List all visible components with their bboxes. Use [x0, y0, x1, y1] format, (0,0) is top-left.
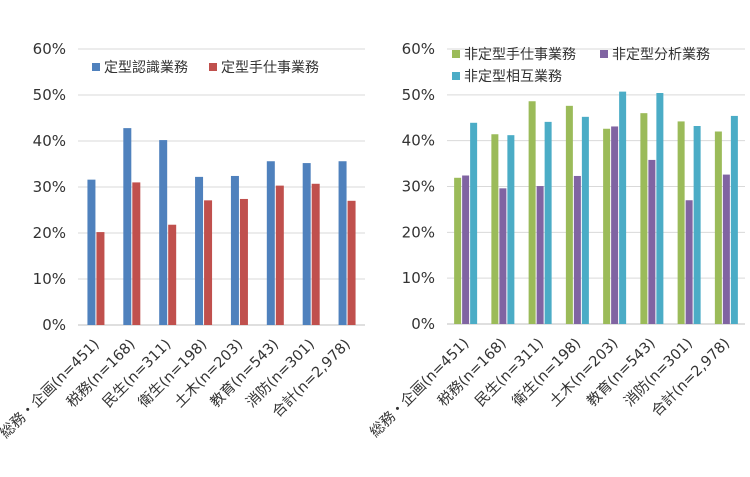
- left-bar-series1: [338, 161, 347, 325]
- left-legend-label: 定型手仕事業務: [221, 60, 319, 76]
- left-bar-series2: [347, 200, 356, 325]
- right-bar-series2: [573, 175, 581, 324]
- left-bar-series1: [87, 179, 96, 325]
- right-bar-series3: [619, 91, 627, 324]
- right-y-tick-label: 0%: [411, 315, 435, 333]
- left-bar-series2: [96, 232, 105, 325]
- right-bar-series1: [491, 134, 499, 324]
- left-legend-label: 定型認識業務: [104, 60, 188, 76]
- right-legend-swatch: [452, 50, 460, 58]
- right-y-tick-label: 30%: [402, 178, 435, 196]
- right-bar-series3: [581, 116, 589, 324]
- left-bar-series1: [302, 163, 311, 325]
- right-bar-series1: [603, 128, 611, 324]
- left-y-tick-label: 10%: [33, 270, 66, 288]
- left-y-tick-label: 60%: [33, 40, 66, 58]
- left-bar-series2: [311, 183, 320, 325]
- left-legend-swatch: [209, 63, 217, 71]
- right-bar-series1: [677, 121, 685, 325]
- right-bar-series2: [648, 159, 656, 324]
- right-bar-series3: [730, 115, 738, 325]
- left-bar-series2: [204, 200, 213, 325]
- right-bar-series1: [454, 177, 462, 324]
- right-bar-series2: [722, 174, 730, 324]
- right-bar-series2: [611, 126, 619, 324]
- right-bar-series3: [470, 122, 478, 325]
- right-y-tick-label: 60%: [402, 40, 435, 58]
- right-legend-label: 非定型分析業務: [612, 47, 710, 63]
- left-y-tick-label: 0%: [42, 316, 66, 334]
- left-y-tick-label: 50%: [33, 86, 66, 104]
- right-y-tick-label: 20%: [402, 223, 435, 241]
- left-bar-series2: [168, 224, 177, 325]
- right-legend-swatch: [452, 72, 460, 80]
- left-y-tick-label: 40%: [33, 132, 66, 150]
- right-y-tick-label: 40%: [402, 132, 435, 150]
- right-bar-series1: [565, 105, 573, 324]
- left-bar-series1: [123, 128, 132, 325]
- right-legend-swatch: [600, 50, 608, 58]
- right-bar-series2: [462, 175, 470, 324]
- right-bar-series3: [544, 121, 552, 324]
- right-bar-series1: [528, 101, 536, 324]
- right-chart: 0%10%20%30%40%50%60%総務・企画(n=451)税務(n=168…: [366, 40, 745, 441]
- left-y-tick-label: 20%: [33, 224, 66, 242]
- left-bar-series1: [230, 175, 239, 325]
- left-bar-series2: [239, 198, 248, 325]
- right-bar-series3: [507, 135, 515, 324]
- right-bar-series2: [499, 188, 507, 324]
- right-y-tick-label: 10%: [402, 269, 435, 287]
- right-bar-series3: [693, 126, 701, 324]
- right-bar-series2: [536, 186, 544, 324]
- right-legend-label: 非定型手仕事業務: [464, 47, 576, 63]
- left-bar-series1: [195, 176, 204, 325]
- right-bar-series2: [685, 200, 693, 324]
- right-bar-series3: [656, 93, 664, 324]
- left-bar-series1: [266, 161, 275, 325]
- right-bar-series1: [714, 131, 722, 324]
- left-legend-swatch: [92, 63, 100, 71]
- right-bar-series1: [640, 113, 648, 325]
- left-bar-series1: [159, 140, 168, 325]
- left-bar-series2: [132, 182, 141, 325]
- left-chart: 0%10%20%30%40%50%60%総務・企画(n=451)税務(n=168…: [0, 40, 365, 442]
- left-y-tick-label: 30%: [33, 178, 66, 196]
- left-bar-series2: [275, 185, 284, 325]
- right-y-tick-label: 50%: [402, 86, 435, 104]
- right-legend-label: 非定型相互業務: [464, 69, 562, 85]
